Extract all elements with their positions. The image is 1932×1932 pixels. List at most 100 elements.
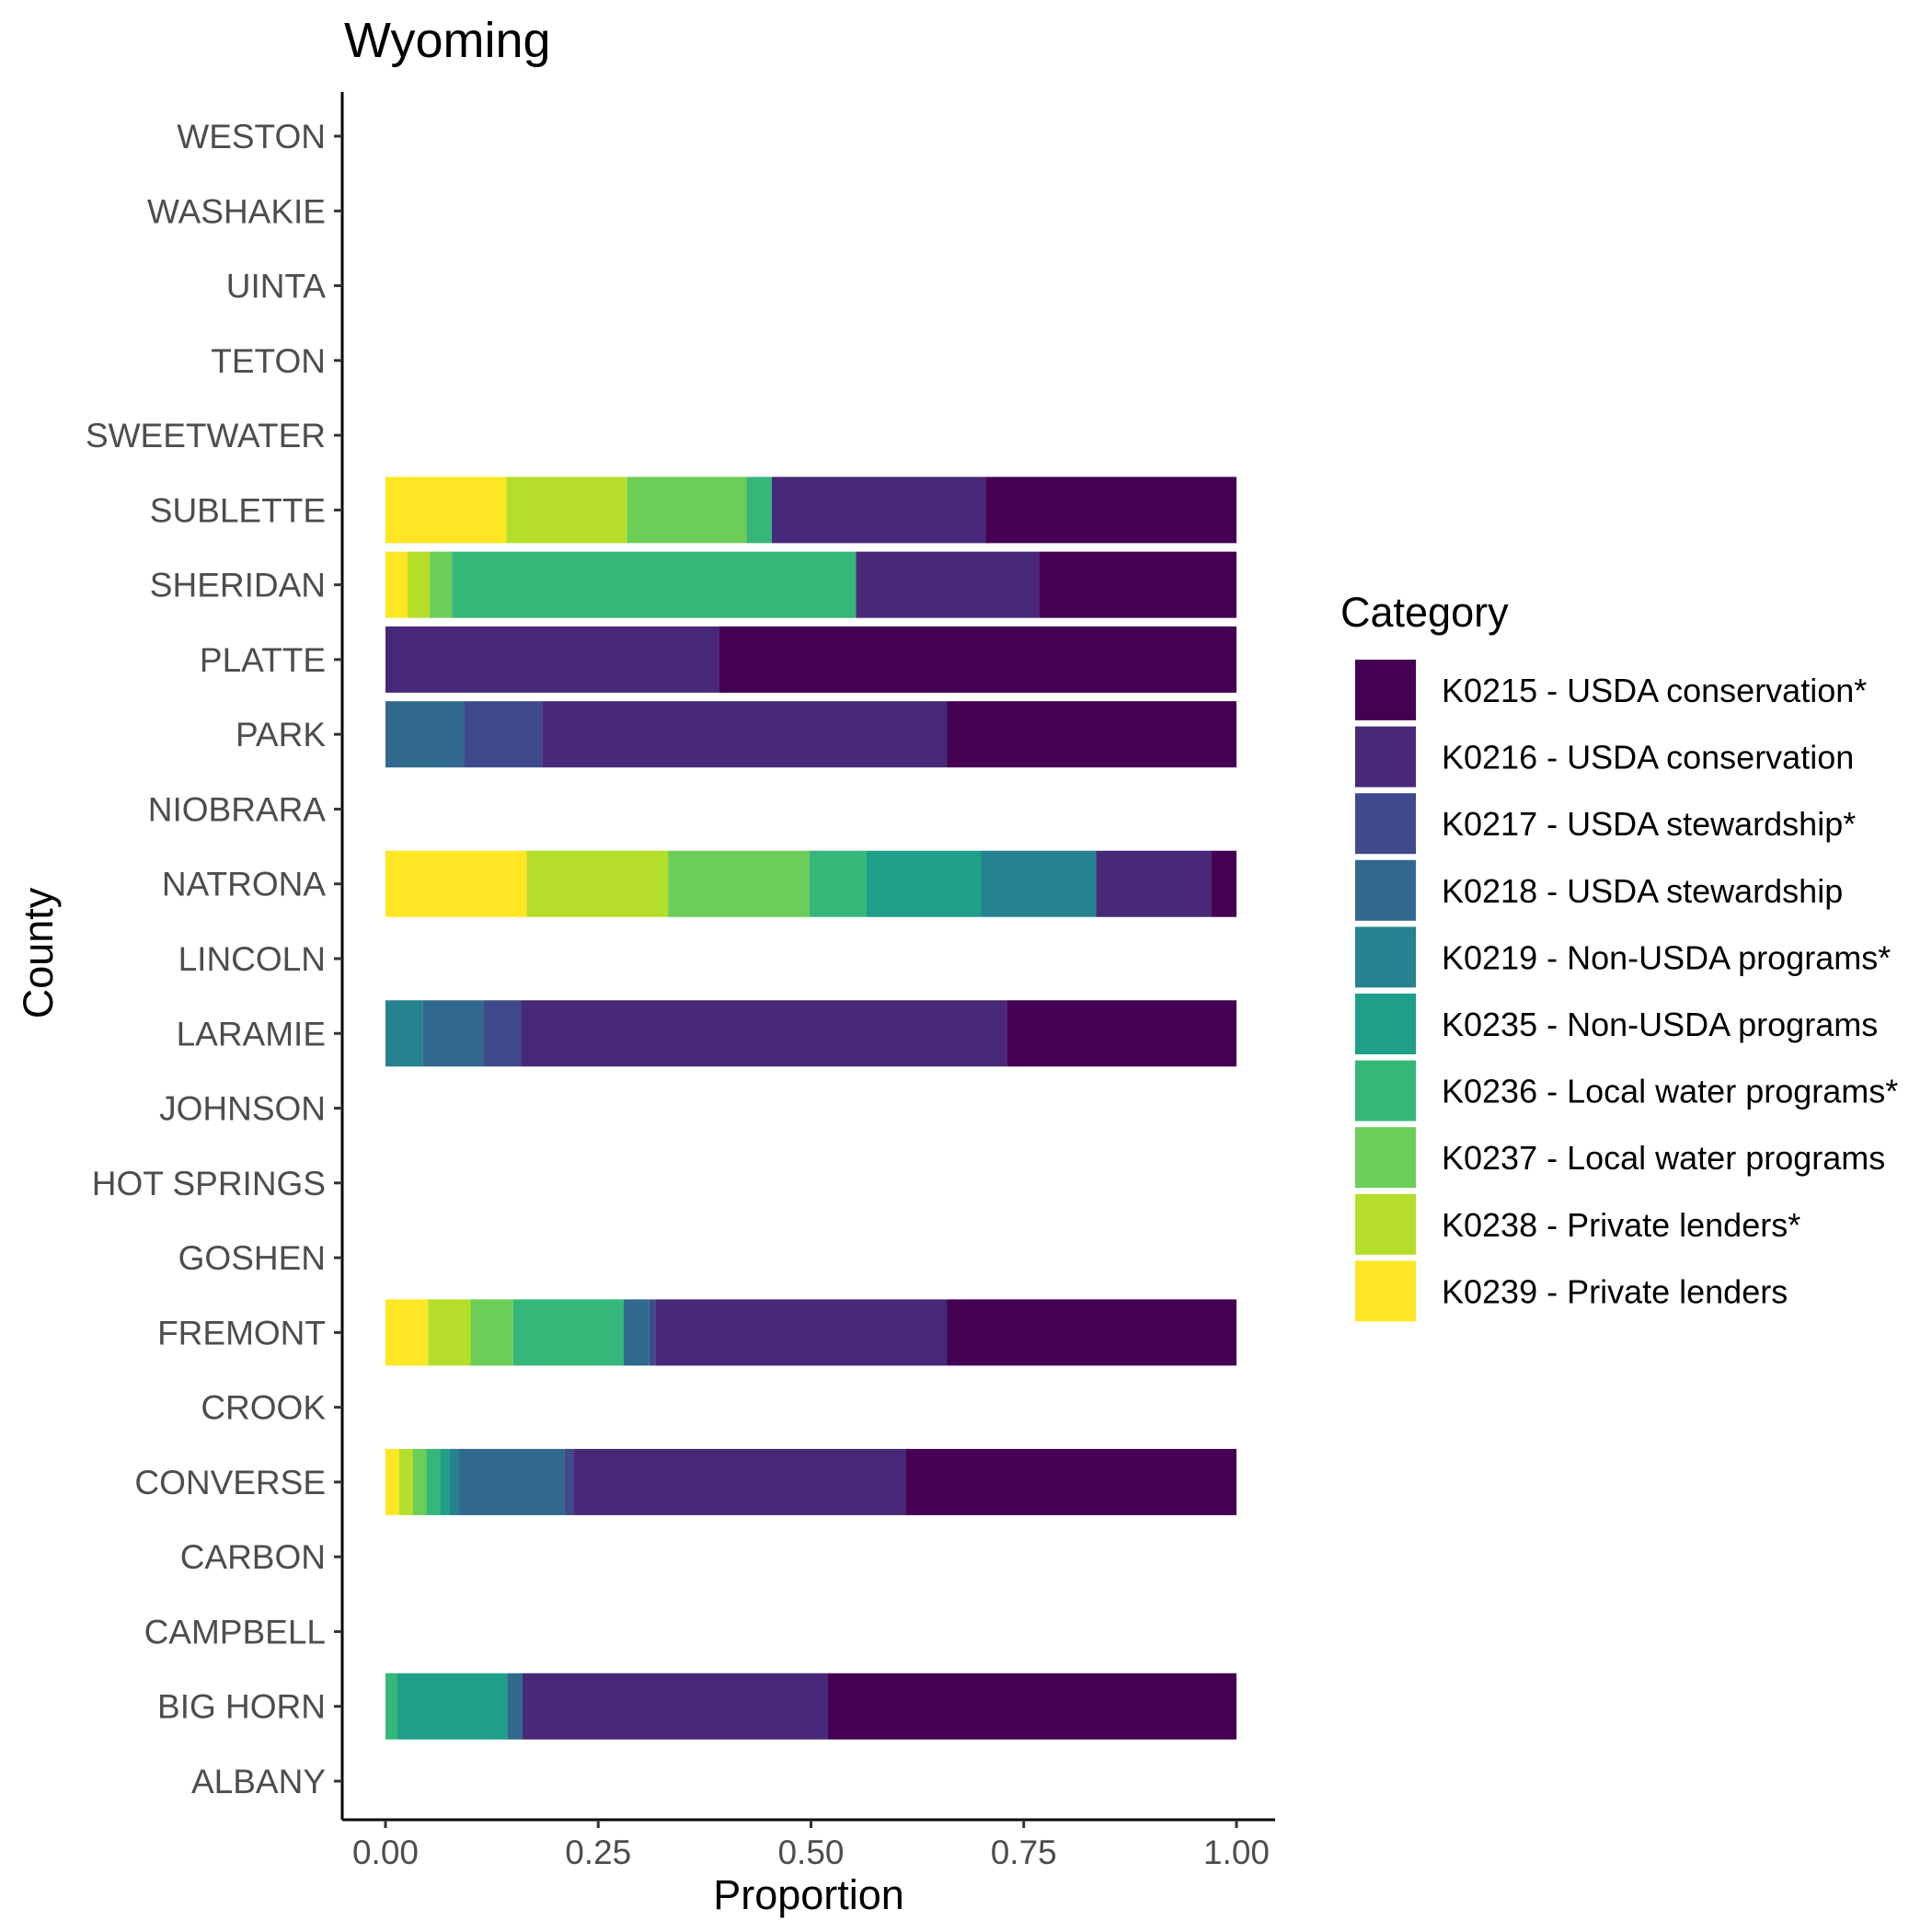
bar-natrona-k0239 bbox=[385, 850, 527, 917]
bar-laramie-k0219 bbox=[385, 1000, 423, 1067]
bar-converse-k0236 bbox=[426, 1448, 441, 1515]
bar-converse-k0216 bbox=[573, 1448, 906, 1515]
bar-fremont-k0236 bbox=[512, 1299, 624, 1366]
bar-laramie-k0216 bbox=[521, 1000, 1007, 1067]
y-tick-label-converse: CONVERSE bbox=[134, 1464, 326, 1501]
legend: Category K0215 - USDA conservation* K0216… bbox=[1340, 589, 1898, 1322]
y-tick-label-hot-springs: HOT SPRINGS bbox=[92, 1165, 326, 1202]
bar-natrona-k0236 bbox=[809, 850, 867, 917]
bar-natrona-k0235 bbox=[866, 850, 982, 917]
bar-sublette-k0216 bbox=[771, 477, 986, 544]
bar-fremont-k0217 bbox=[649, 1299, 656, 1366]
y-axis-ticks: ALBANY BIG HORN CAMPBELL CARBON CONVERSE CROO… bbox=[86, 118, 342, 1800]
y-tick-label-sublette: SUBLETTE bbox=[150, 491, 326, 529]
bar-platte-k0216 bbox=[385, 626, 719, 693]
bar-converse-k0217 bbox=[564, 1448, 574, 1515]
bar-natrona-k0238 bbox=[526, 850, 669, 917]
bar-converse-k0215 bbox=[905, 1448, 1236, 1515]
legend-swatch-k0216 bbox=[1355, 726, 1416, 788]
bar-sheridan-k0237 bbox=[430, 551, 453, 618]
bar-sheridan-k0236 bbox=[452, 551, 857, 618]
y-axis-title: County bbox=[15, 887, 62, 1018]
legend-swatch-k0237 bbox=[1355, 1127, 1416, 1189]
y-tick-label-goshen: GOSHEN bbox=[178, 1239, 326, 1277]
legend-swatch-k0217 bbox=[1355, 793, 1416, 855]
bar-laramie-k0215 bbox=[1006, 1000, 1236, 1067]
x-axis-title: Proportion bbox=[713, 1871, 904, 1918]
bar-sheridan-k0239 bbox=[385, 551, 408, 618]
legend-swatch-k0235 bbox=[1355, 994, 1416, 1054]
bar-converse-k0218 bbox=[458, 1448, 565, 1515]
bar-laramie-k0218 bbox=[422, 1000, 484, 1067]
y-tick-label-fremont: FREMONT bbox=[157, 1314, 326, 1351]
legend-items: K0215 - USDA conservation* K0216 - USDA c… bbox=[1355, 660, 1898, 1322]
y-tick-label-laramie: LARAMIE bbox=[177, 1015, 326, 1052]
y-tick-label-park: PARK bbox=[236, 716, 326, 753]
x-tick-label-0-00: 0.00 bbox=[352, 1834, 419, 1871]
y-tick-label-campbell: CAMPBELL bbox=[144, 1613, 326, 1650]
legend-swatch-k0236 bbox=[1355, 1060, 1416, 1121]
bar-fremont-k0215 bbox=[947, 1299, 1236, 1366]
bar-sheridan-k0215 bbox=[1039, 551, 1236, 618]
y-tick-label-big-horn: BIG HORN bbox=[157, 1688, 326, 1726]
bar-platte-k0215 bbox=[719, 626, 1236, 693]
y-tick-label-sheridan: SHERIDAN bbox=[150, 567, 326, 604]
legend-label-k0216: K0216 - USDA conservation bbox=[1442, 739, 1854, 776]
legend-swatch-k0219 bbox=[1355, 926, 1416, 988]
bar-converse-k0238 bbox=[398, 1448, 413, 1515]
legend-label-k0219: K0219 - Non-USDA programs* bbox=[1442, 938, 1891, 976]
x-axis-ticks: 0.00 0.25 0.50 0.75 1.00 bbox=[352, 1820, 1270, 1871]
y-tick-label-teton: TETON bbox=[211, 342, 326, 380]
bar-fremont-k0237 bbox=[470, 1299, 513, 1366]
bar-converse-k0237 bbox=[412, 1448, 427, 1515]
legend-label-k0236: K0236 - Local water programs* bbox=[1442, 1073, 1898, 1110]
bar-sublette-k0236 bbox=[746, 477, 772, 544]
bar-natrona-k0215 bbox=[1211, 850, 1236, 917]
legend-label-k0217: K0217 - USDA stewardship* bbox=[1442, 805, 1856, 843]
bar-sheridan-k0238 bbox=[408, 551, 431, 618]
chart-title: Wyoming bbox=[344, 13, 551, 68]
legend-label-k0237: K0237 - Local water programs bbox=[1442, 1139, 1885, 1177]
legend-swatch-k0218 bbox=[1355, 859, 1416, 921]
bar-big-horn-k0218 bbox=[507, 1673, 523, 1740]
bar-fremont-k0238 bbox=[428, 1299, 471, 1366]
bar-sublette-k0239 bbox=[385, 477, 507, 544]
y-tick-label-johnson: JOHNSON bbox=[159, 1090, 326, 1128]
bar-fremont-k0239 bbox=[385, 1299, 429, 1366]
y-tick-label-albany: ALBANY bbox=[191, 1763, 326, 1800]
bar-converse-k0239 bbox=[385, 1448, 399, 1515]
y-tick-label-washakie: WASHAKIE bbox=[147, 192, 326, 230]
bar-fremont-k0218 bbox=[624, 1299, 650, 1366]
y-tick-label-natrona: NATRONA bbox=[162, 866, 326, 903]
legend-swatch-k0215 bbox=[1355, 660, 1416, 720]
bars-group bbox=[385, 477, 1236, 1740]
legend-label-k0218: K0218 - USDA stewardship bbox=[1442, 872, 1843, 910]
bar-park-k0215 bbox=[947, 701, 1236, 768]
bar-park-k0217 bbox=[464, 701, 543, 768]
y-tick-label-lincoln: LINCOLN bbox=[178, 940, 326, 978]
y-tick-label-carbon: CARBON bbox=[180, 1538, 326, 1576]
bar-sheridan-k0216 bbox=[856, 551, 1040, 618]
y-tick-label-niobrara: NIOBRARA bbox=[148, 790, 327, 828]
y-tick-label-weston: WESTON bbox=[177, 118, 326, 155]
y-tick-label-platte: PLATTE bbox=[200, 641, 326, 679]
bar-natrona-k0216 bbox=[1096, 850, 1212, 917]
legend-label-k0239: K0239 - Private lenders bbox=[1442, 1272, 1788, 1310]
legend-label-k0235: K0235 - Non-USDA programs bbox=[1442, 1006, 1878, 1043]
bar-sublette-k0215 bbox=[985, 477, 1236, 544]
bar-converse-k0219 bbox=[449, 1448, 459, 1515]
bar-park-k0216 bbox=[542, 701, 948, 768]
bar-converse-k0235 bbox=[440, 1448, 450, 1515]
x-tick-label-0-50: 0.50 bbox=[777, 1834, 844, 1871]
bar-big-horn-k0216 bbox=[522, 1673, 828, 1740]
legend-swatch-k0238 bbox=[1355, 1193, 1416, 1255]
legend-title: Category bbox=[1340, 589, 1509, 636]
bar-big-horn-k0235 bbox=[397, 1673, 508, 1740]
x-tick-label-0-25: 0.25 bbox=[565, 1834, 631, 1871]
legend-label-k0215: K0215 - USDA conservation* bbox=[1442, 672, 1867, 709]
legend-label-k0238: K0238 - Private lenders* bbox=[1442, 1206, 1800, 1244]
legend-swatch-k0239 bbox=[1355, 1260, 1416, 1322]
y-tick-label-crook: CROOK bbox=[201, 1389, 326, 1427]
bar-natrona-k0237 bbox=[668, 850, 810, 917]
